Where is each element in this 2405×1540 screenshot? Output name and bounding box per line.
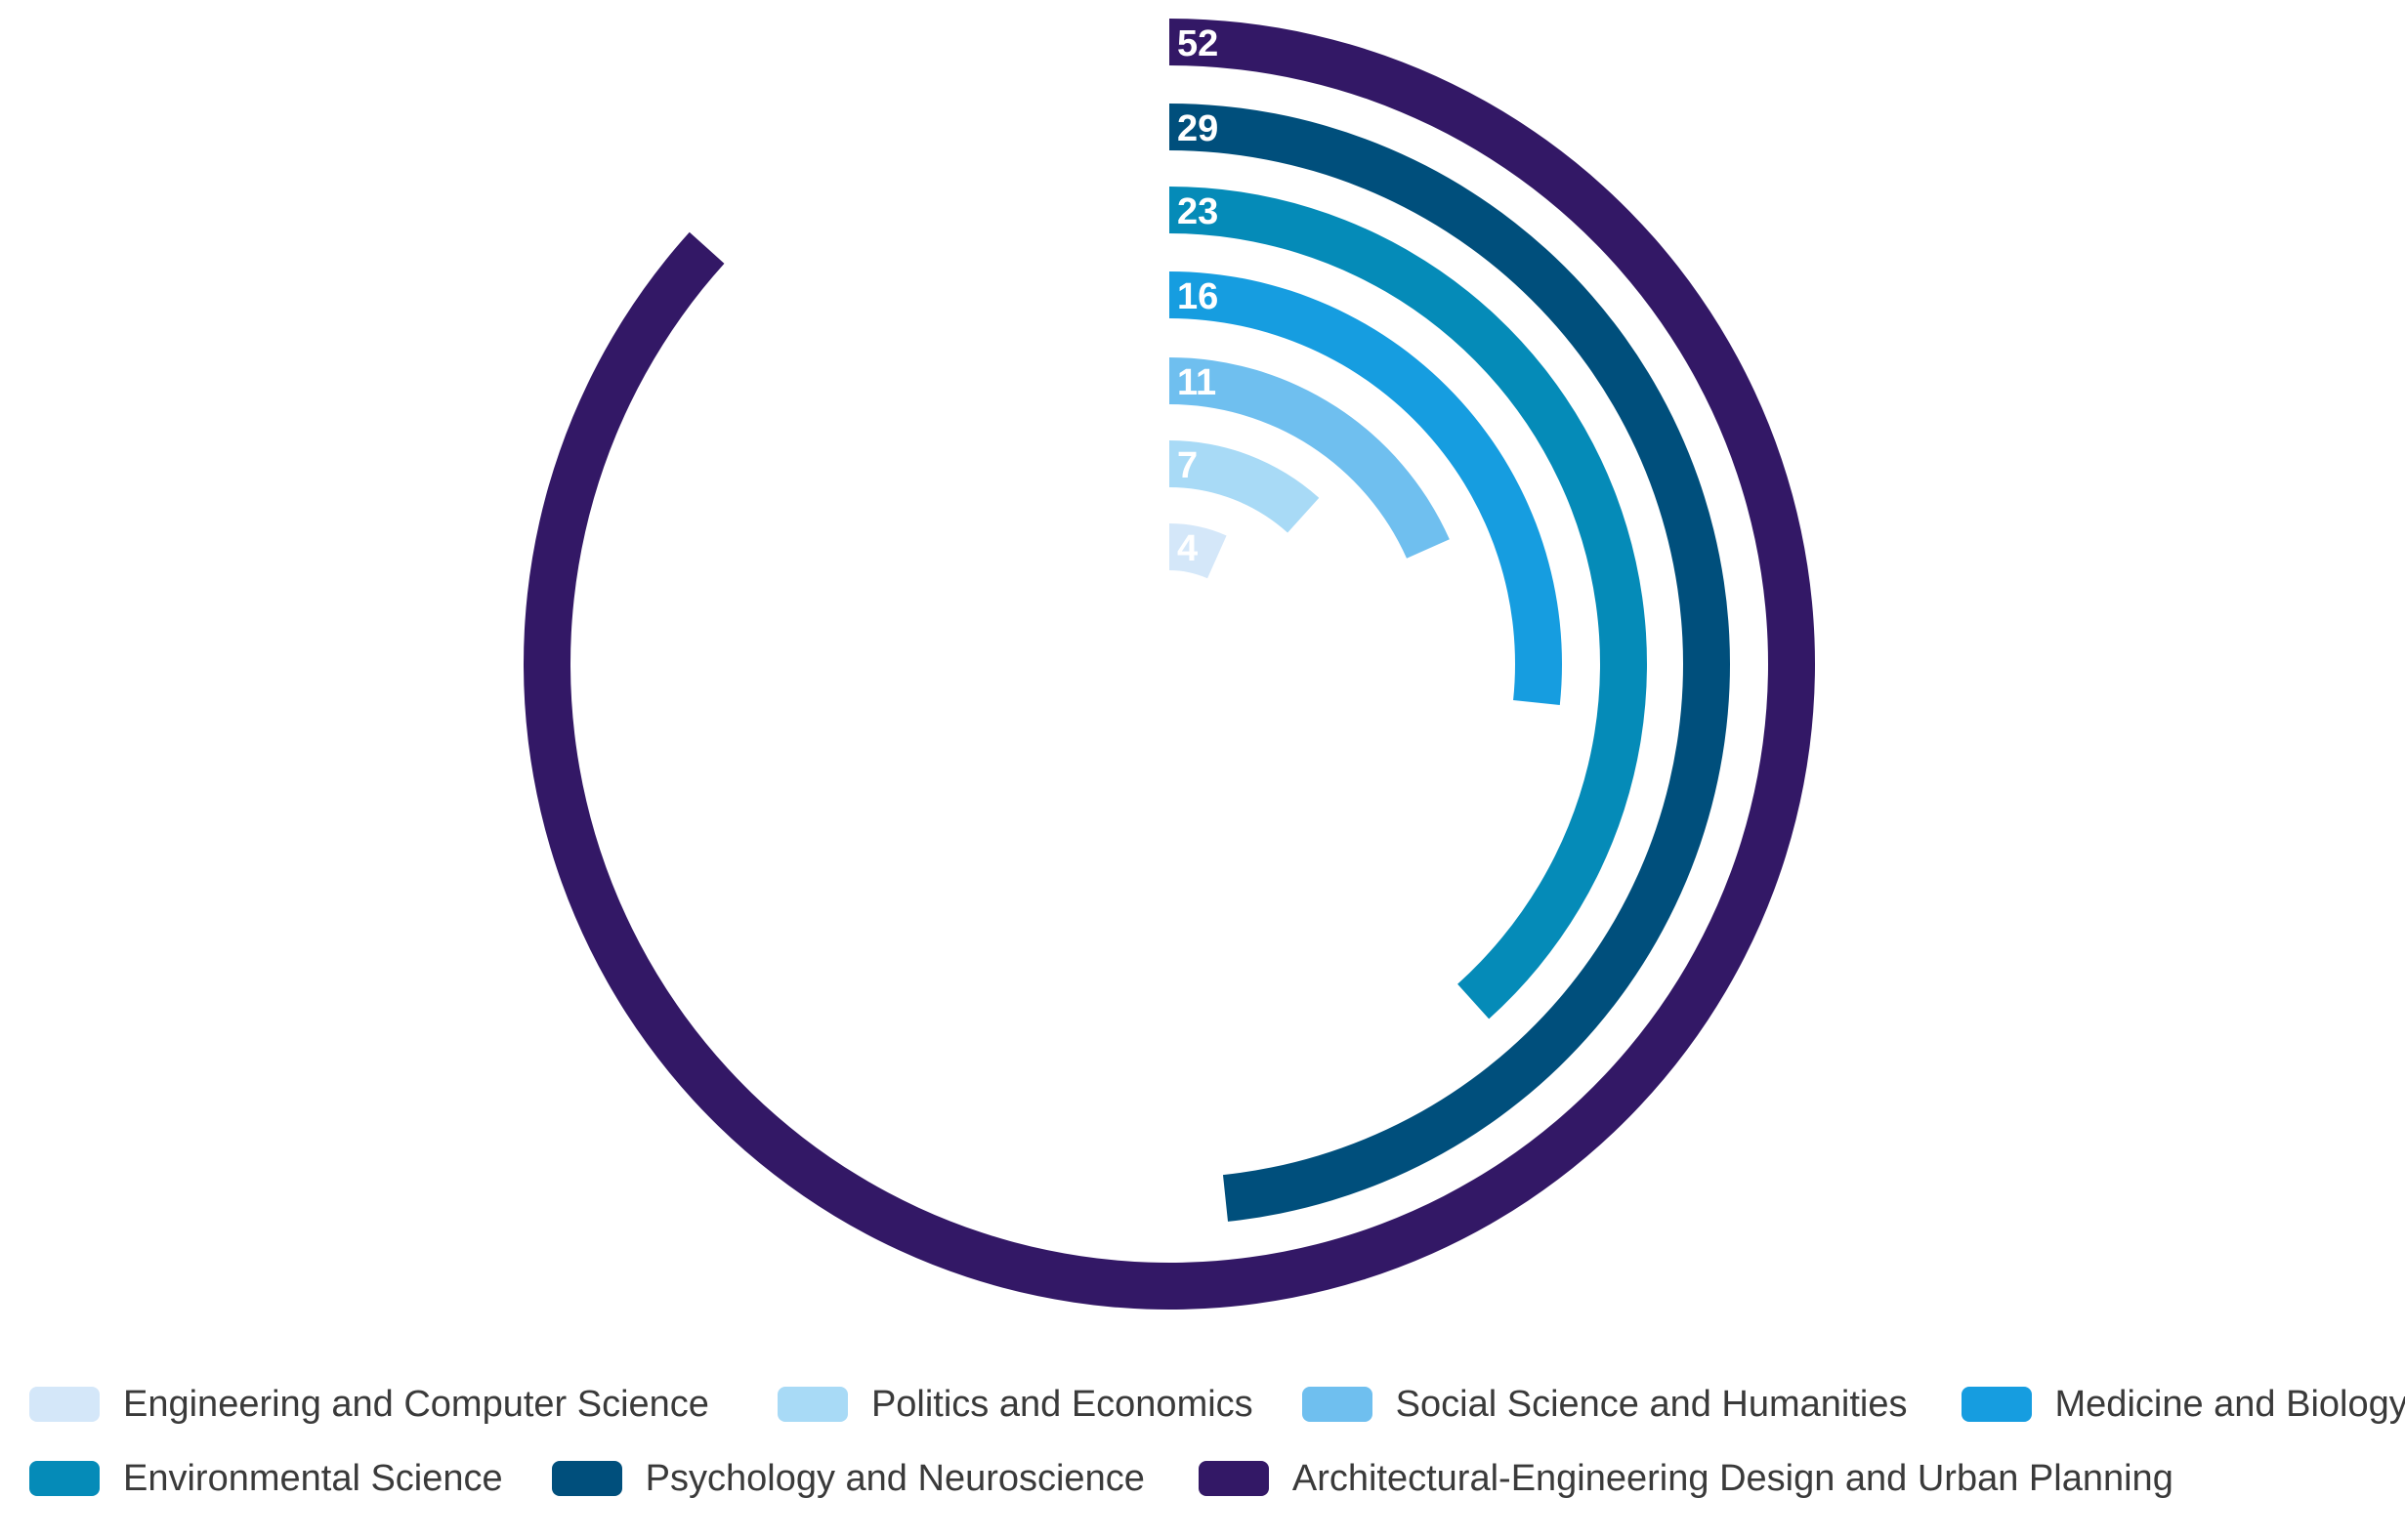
legend-swatch [1301,1387,1372,1422]
legend-item: Architectural-Engineering Design and Urb… [1198,1457,2173,1500]
legend-swatch [1198,1461,1269,1496]
legend-label: Social Science and Humanities [1395,1383,1908,1425]
legend-swatch [777,1387,848,1422]
value-label: 52 [1177,23,1218,64]
bar-environmental-science [1169,187,1647,1020]
value-label: 7 [1177,445,1198,486]
legend-label: Engineering and Computer Science [123,1383,709,1425]
chart-value-labels: 4 7 11 16 23 29 52 [1177,23,1218,569]
legend-swatch [29,1461,100,1496]
legend-item: Psychology and Neuroscience [551,1457,1145,1500]
legend-swatch [1961,1387,2032,1422]
value-label: 23 [1177,191,1218,232]
legend-label: Medicine and Biology [2054,1383,2405,1425]
value-label: 11 [1177,362,1216,403]
legend-row-2: Environmental Science Psychology and Neu… [29,1441,2393,1516]
bar-medicine-and-biology [1169,271,1563,706]
legend-label: Architectural-Engineering Design and Urb… [1291,1457,2173,1499]
value-label: 4 [1177,528,1198,569]
chart-legend: Engineering and Computer Science Politic… [29,1367,2405,1516]
radial-bar-chart: 4 7 11 16 23 29 52 [523,19,1815,1310]
bar-engineering-and-computer-science [1169,523,1227,579]
bar-social-science-and-humanities [1169,357,1450,559]
legend-item: Engineering and Computer Science [29,1384,709,1426]
value-label: 29 [1177,108,1218,149]
legend-label: Politics and Economics [870,1383,1253,1425]
value-label: 16 [1177,276,1218,317]
legend-label: Environmental Science [123,1457,503,1499]
legend-item: Social Science and Humanities [1301,1383,1908,1426]
bar-politics-and-economics [1169,440,1320,533]
legend-row-1: Engineering and Computer Science Politic… [29,1367,2405,1441]
legend-item: Medicine and Biology [1961,1383,2405,1426]
legend-item: Environmental Science [29,1458,503,1500]
legend-item: Politics and Economics [777,1383,1253,1426]
legend-swatch [29,1387,100,1422]
legend-label: Psychology and Neuroscience [645,1457,1145,1499]
chart-arcs [523,19,1815,1310]
legend-swatch [551,1461,622,1496]
